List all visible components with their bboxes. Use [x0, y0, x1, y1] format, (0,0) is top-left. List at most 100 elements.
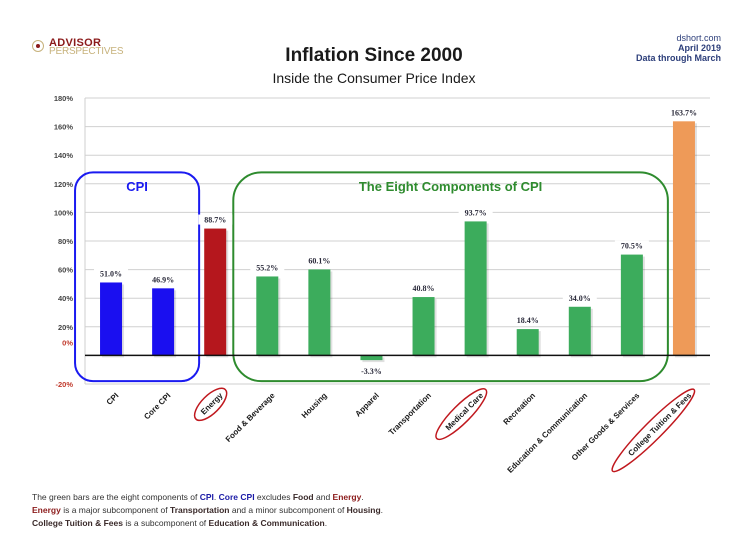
footnote-line-1: The green bars are the eight components … [32, 491, 383, 504]
value-label-bg [666, 107, 701, 118]
logo-text-top: ADVISOR [49, 37, 102, 49]
value-label-bg [146, 274, 181, 285]
x-tick-label: Food & Beverage [224, 391, 277, 444]
footnote-text: and a minor subcomponent of [229, 505, 347, 515]
x-tick-label: Energy [199, 391, 225, 417]
value-label-bg [354, 366, 389, 377]
value-label: 93.7% [465, 208, 487, 217]
chart-title: Inflation Since 2000 [285, 45, 463, 66]
bar-cpi [100, 282, 123, 356]
value-label-bg [458, 207, 493, 218]
footnote-text: The green bars are the eight components … [32, 492, 200, 502]
footnote-text: . [361, 492, 364, 502]
footnote-text: . [213, 492, 219, 502]
value-label: 18.4% [517, 316, 539, 325]
value-label: 70.5% [621, 242, 643, 251]
x-tick-label: CPI [105, 391, 121, 407]
chart-subtitle: Inside the Consumer Price Index [272, 70, 476, 86]
value-label-bg [250, 262, 285, 273]
bar-recreation [516, 329, 539, 356]
value-labels: 51.0% 46.9% 88.7% 55.2% 60.1% -3.3% 40.8% 93.7%… [94, 107, 701, 377]
category-label-group: Recreation [502, 391, 538, 427]
gridlines [84, 97, 710, 385]
value-label-bg [198, 214, 233, 225]
logo-text-bottom: PERSPECTIVES [49, 46, 124, 57]
category-label-group: Core CPI [142, 391, 172, 421]
value-label: 40.8% [413, 284, 435, 293]
bar-energy [204, 228, 227, 356]
y-tick-label: 80% [58, 237, 73, 246]
value-label-bg [510, 315, 545, 326]
y-tick-label: 180% [54, 94, 74, 103]
footnote-emphasis: Food [292, 492, 314, 502]
highlight-circle [435, 388, 488, 441]
category-labels: CPI Core CPI Energy Food & Beverage Housing A… [105, 387, 696, 475]
value-label-bg [562, 292, 597, 303]
footnote-emphasis: Energy [32, 505, 61, 515]
category-label-group: Medical Care [435, 388, 488, 441]
footnote: The green bars are the eight components … [32, 491, 383, 530]
value-label: 46.9% [152, 275, 174, 284]
footnote-text: excludes [254, 492, 293, 502]
footnote-emphasis: Core CPI [218, 492, 255, 502]
cpi-group-box [74, 171, 201, 383]
x-tick-label: Core CPI [142, 391, 172, 421]
value-label: 34.0% [569, 294, 591, 303]
footnote-emphasis: CPI [199, 492, 214, 502]
y-tick-label: 160% [54, 123, 74, 132]
y-axis-ticks: -20% 0% 20% 40% 60% 80% 100% 120% 140% 160% 180% [54, 94, 74, 389]
footnote-line-2: Energy is a major subcomponent of Transp… [32, 504, 383, 517]
y-tick-label: 140% [54, 151, 74, 160]
bar-college-tuition-fees [672, 121, 695, 356]
bar-apparel [360, 355, 383, 361]
components-group-label: The Eight Components of CPI [359, 179, 542, 194]
cpi-group-label: CPI [126, 179, 148, 194]
category-label-group: Energy [193, 387, 228, 422]
source-date: April 2019 [677, 43, 721, 53]
x-tick-label: Transportation [387, 391, 433, 437]
footnote-text: is a subcomponent of [123, 518, 209, 528]
value-label-bg [406, 283, 441, 294]
y-tick-label: 0% [62, 338, 73, 347]
value-label: 60.1% [308, 256, 330, 265]
logo-compass-icon [32, 40, 44, 52]
category-label-group: Apparel [353, 391, 380, 418]
footnote-line-3: College Tuition & Fees is a subcomponent… [32, 517, 383, 530]
source-site: dshort.com [676, 33, 721, 43]
source-info: dshort.com April 2019 Data through March [636, 33, 721, 63]
highlight-circle [611, 388, 696, 473]
value-label-bg [302, 255, 337, 266]
footnote-emphasis: Energy [332, 492, 362, 502]
y-tick-label: 60% [58, 266, 73, 275]
y-tick-label: 100% [54, 208, 74, 217]
bar-other-goods-services [620, 254, 643, 356]
value-label: 55.2% [256, 263, 278, 272]
footnote-text: and [313, 492, 333, 502]
x-tick-label: Apparel [353, 391, 380, 418]
value-label: 163.7% [671, 108, 697, 117]
x-tick-label: Medical Care [444, 391, 486, 433]
category-label-group: Transportation [387, 391, 433, 437]
category-label-group: College Tuition & Fees [611, 388, 696, 473]
y-tick-label: 40% [58, 294, 73, 303]
y-tick-label: -20% [55, 380, 73, 389]
bar-medical-care [464, 221, 487, 356]
components-group-box [232, 171, 669, 383]
footnote-emphasis: College Tuition & Fees [32, 518, 123, 528]
group-boxes: CPI The Eight Components of CPI [74, 171, 669, 383]
highlight-circle [193, 387, 228, 422]
footnote-emphasis: Housing [346, 505, 381, 515]
footnote-text: . [324, 518, 328, 528]
footnote-text: . [380, 505, 384, 515]
category-label-group: CPI [105, 391, 121, 407]
footnote-text: is a major subcomponent of [60, 505, 170, 515]
value-label: -3.3% [361, 367, 382, 376]
bar-core-cpi [152, 288, 175, 356]
bar-education-communication [568, 306, 591, 356]
footnote-emphasis: Education & Communication [208, 518, 325, 528]
footnote-emphasis: Transportation [169, 505, 230, 515]
y-tick-label: 20% [58, 323, 73, 332]
value-label-bg [614, 240, 649, 251]
value-label: 88.7% [204, 216, 226, 225]
